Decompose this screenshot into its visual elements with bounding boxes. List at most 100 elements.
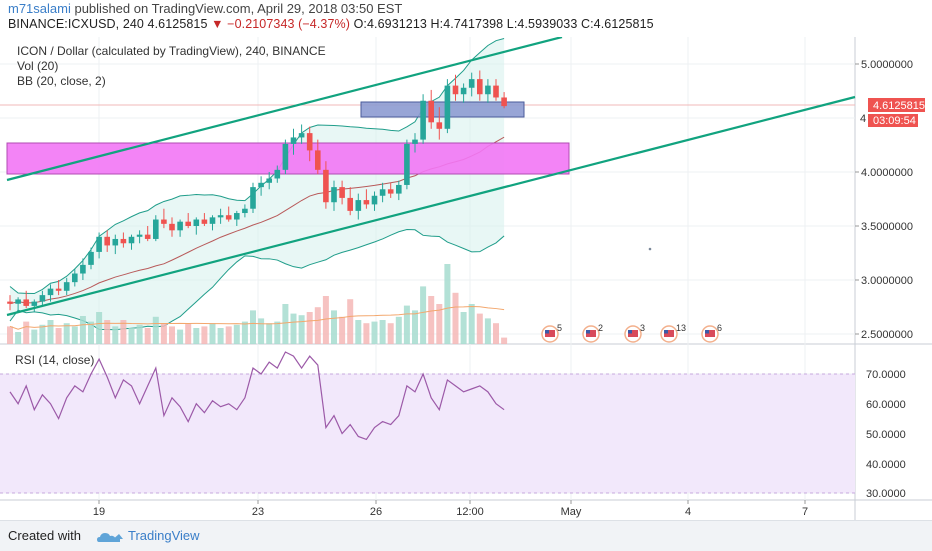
volume-bar [331, 310, 337, 344]
event-flag-canton [586, 330, 590, 334]
volume-bar [185, 324, 192, 344]
volume-bar [144, 328, 151, 344]
candle-body [193, 219, 200, 226]
candle-body [290, 137, 297, 144]
volume-bar [55, 328, 62, 344]
ohlc-values: O:4.6931213 H:4.7417398 L:4.5939033 C:4.… [353, 17, 654, 31]
candle-body [258, 182, 264, 188]
candle-body [15, 299, 21, 304]
volume-bar [209, 323, 216, 344]
event-flag-canton [628, 330, 632, 334]
volume-bar [96, 312, 103, 344]
volume-bar [306, 312, 313, 344]
rsi-tick-label: 50.0000 [866, 429, 906, 441]
candle-body [485, 85, 491, 95]
volume-bar [476, 313, 483, 344]
time-tick-label: 26 [370, 506, 382, 518]
rsi-legend: RSI (14, close) [15, 353, 94, 367]
countdown-badge-bg [868, 114, 918, 127]
event-flag-stripe [628, 330, 638, 337]
created-with-text: Created with [8, 528, 81, 543]
volume-bar [371, 321, 378, 344]
volume-bar [363, 323, 370, 344]
rsi-band [0, 374, 855, 493]
candle-body [315, 150, 321, 170]
price-tick-label: 2.5000000 [861, 329, 913, 341]
author-name[interactable]: m71salami [8, 1, 71, 16]
countdown-badge: 03:09:54 [873, 115, 916, 127]
symbol-line: BINANCE:ICXUSD, 240 4.6125815 ▼ −0.21073… [8, 17, 654, 31]
rsi-tick-label: 30.0000 [866, 488, 906, 500]
volume-bar [15, 332, 22, 344]
volume-bar [31, 329, 38, 344]
time-tick-label: 19 [93, 506, 105, 518]
candle-body [493, 85, 499, 98]
tradingview-logo-icon [97, 533, 123, 542]
volume-bar [266, 323, 273, 344]
volume-bar [387, 323, 394, 344]
volume-bar [23, 321, 30, 344]
candle-body [501, 97, 507, 107]
volume-bar [71, 326, 78, 344]
candle-body [136, 234, 143, 237]
event-count: 6 [717, 323, 722, 333]
volume-bar [7, 326, 13, 344]
volume-bar [460, 312, 467, 344]
candle-body [266, 178, 272, 183]
candle-body [404, 143, 410, 185]
candle-body [306, 133, 313, 151]
volume-bar [355, 320, 362, 344]
event-count: 5 [557, 323, 562, 333]
volume-bar [250, 310, 256, 344]
candle-body [144, 234, 151, 239]
candle-body [185, 221, 191, 226]
event-flag-stripe [705, 330, 715, 337]
tradingview-brand[interactable]: TradingView [128, 528, 200, 543]
price-tick-label: 3.5000000 [861, 221, 913, 233]
volume-bars [7, 264, 508, 344]
candle-body [120, 238, 127, 244]
candle-body [112, 238, 119, 246]
channel-lower-trendline [6, 95, 856, 317]
volume-bar [484, 318, 491, 344]
volume-bar [160, 323, 167, 344]
volume-bar [274, 321, 281, 344]
chart-canvas[interactable]: 5 2 3 13 6 ICON / Dollar (calculated by Trad… [0, 37, 932, 520]
bb-legend: BB (20, close, 2) [17, 74, 106, 88]
candle-body [234, 213, 240, 220]
candle-body [47, 288, 54, 296]
symbol-price: BINANCE:ICXUSD, 240 4.6125815 [8, 17, 212, 31]
candle-body [209, 217, 216, 224]
candle-body [23, 299, 29, 306]
candle-body [80, 264, 86, 274]
volume-bar [493, 323, 499, 344]
volume-bar [403, 305, 410, 344]
candle-body [104, 236, 110, 246]
footer-bar: Created with TradingView [0, 520, 932, 551]
volume-bar [436, 304, 443, 344]
rsi-axis-ticks: 70.0000 60.0000 50.0000 40.0000 30.0000 [866, 369, 906, 500]
event-flag-canton [545, 330, 549, 334]
volume-bar [233, 324, 240, 344]
volume-bar [88, 321, 94, 344]
candle-body [201, 219, 208, 224]
volume-bar [79, 316, 86, 344]
event-flag-stripe [545, 330, 555, 337]
time-axis-ticks: 19 23 26 12:00 May 4 7 [93, 500, 808, 518]
volume-bar [468, 304, 475, 344]
volume-bar [420, 286, 427, 344]
volume-bar [169, 326, 175, 344]
price-tick-label: 4.0000000 [861, 167, 913, 179]
volume-bar [428, 296, 435, 344]
candle-body [217, 215, 224, 218]
volume-legend: Vol (20) [17, 59, 58, 73]
price-tick-label: 3.0000000 [861, 275, 913, 287]
candle-body [371, 195, 378, 205]
volume-bar [290, 313, 297, 344]
candle-body [250, 187, 256, 209]
candle-body [88, 251, 94, 265]
candle-body [477, 79, 483, 95]
event-count: 13 [676, 323, 686, 333]
candle-body [55, 288, 62, 291]
volume-bar [501, 337, 508, 344]
